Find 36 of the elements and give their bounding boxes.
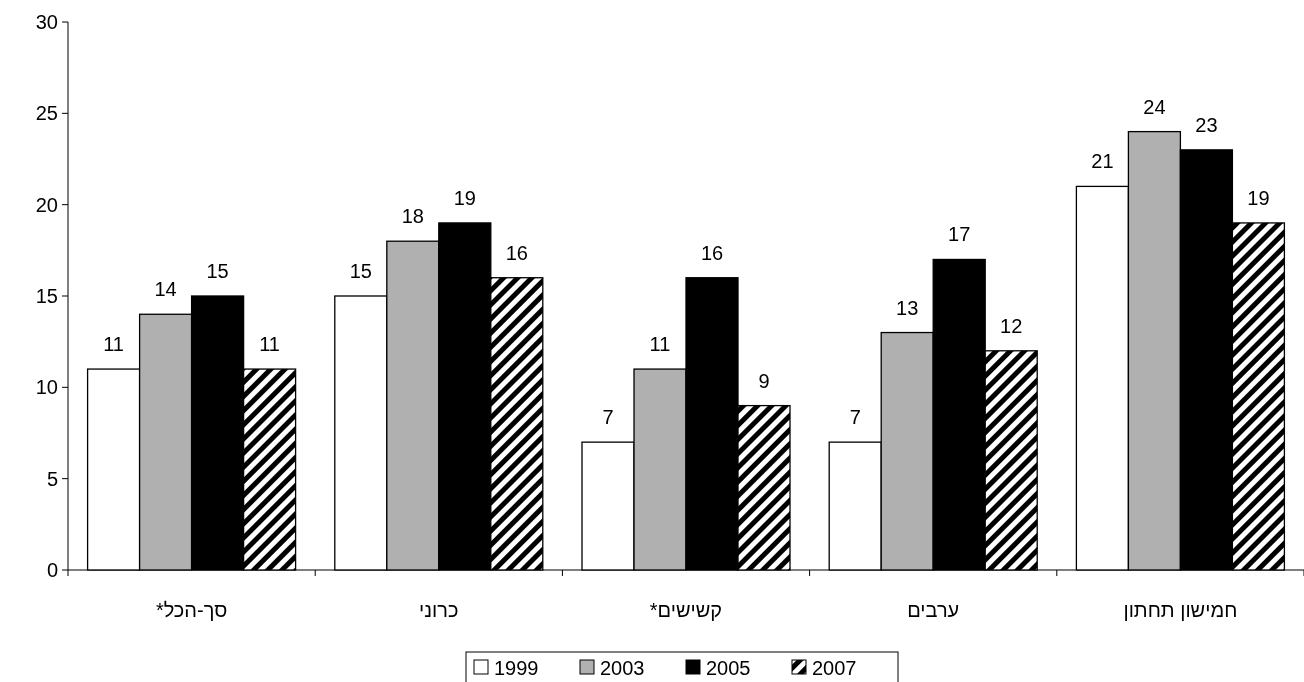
data-label: 19 bbox=[1247, 186, 1270, 209]
data-label: 11 bbox=[259, 333, 280, 356]
data-label: 11 bbox=[649, 333, 671, 356]
x-tick-label: סך-הכל* bbox=[155, 599, 228, 621]
y-tick-label: 10 bbox=[35, 376, 58, 399]
data-label: 16 bbox=[505, 241, 528, 264]
y-tick-label: 0 bbox=[46, 559, 58, 581]
legend-label: 2005 bbox=[706, 657, 751, 679]
data-label: 15 bbox=[349, 260, 372, 282]
data-label: 7 bbox=[602, 406, 614, 429]
legend-label: 1999 bbox=[494, 657, 539, 679]
data-label: 24 bbox=[1143, 95, 1166, 118]
y-tick-label: 25 bbox=[35, 102, 58, 125]
data-label: 19 bbox=[453, 186, 476, 209]
data-label: 13 bbox=[896, 296, 919, 319]
x-tick-label: כרוני bbox=[419, 599, 459, 621]
data-label: 12 bbox=[1000, 314, 1023, 337]
data-label: 9 bbox=[758, 369, 770, 392]
x-tick-label: ערבים bbox=[907, 599, 960, 621]
legend-label: 2003 bbox=[600, 657, 645, 679]
data-label: 21 bbox=[1091, 150, 1114, 173]
y-tick-label: 5 bbox=[46, 467, 58, 490]
x-tick-label: קשישים* bbox=[649, 599, 723, 621]
data-label: 7 bbox=[849, 406, 861, 429]
data-label: 11 bbox=[103, 333, 124, 356]
data-label: 15 bbox=[206, 260, 229, 282]
legend-label: 2007 bbox=[812, 657, 857, 679]
data-label: 16 bbox=[700, 241, 724, 264]
data-label: 18 bbox=[401, 205, 424, 228]
x-tick-label: חמישון תחתון bbox=[1123, 599, 1238, 621]
data-label: 17 bbox=[948, 223, 971, 246]
y-tick-label: 15 bbox=[35, 285, 58, 307]
y-tick-label: 30 bbox=[35, 11, 58, 33]
data-label: 23 bbox=[1195, 113, 1218, 136]
y-tick-label: 20 bbox=[35, 193, 58, 216]
data-label: 14 bbox=[154, 278, 177, 301]
